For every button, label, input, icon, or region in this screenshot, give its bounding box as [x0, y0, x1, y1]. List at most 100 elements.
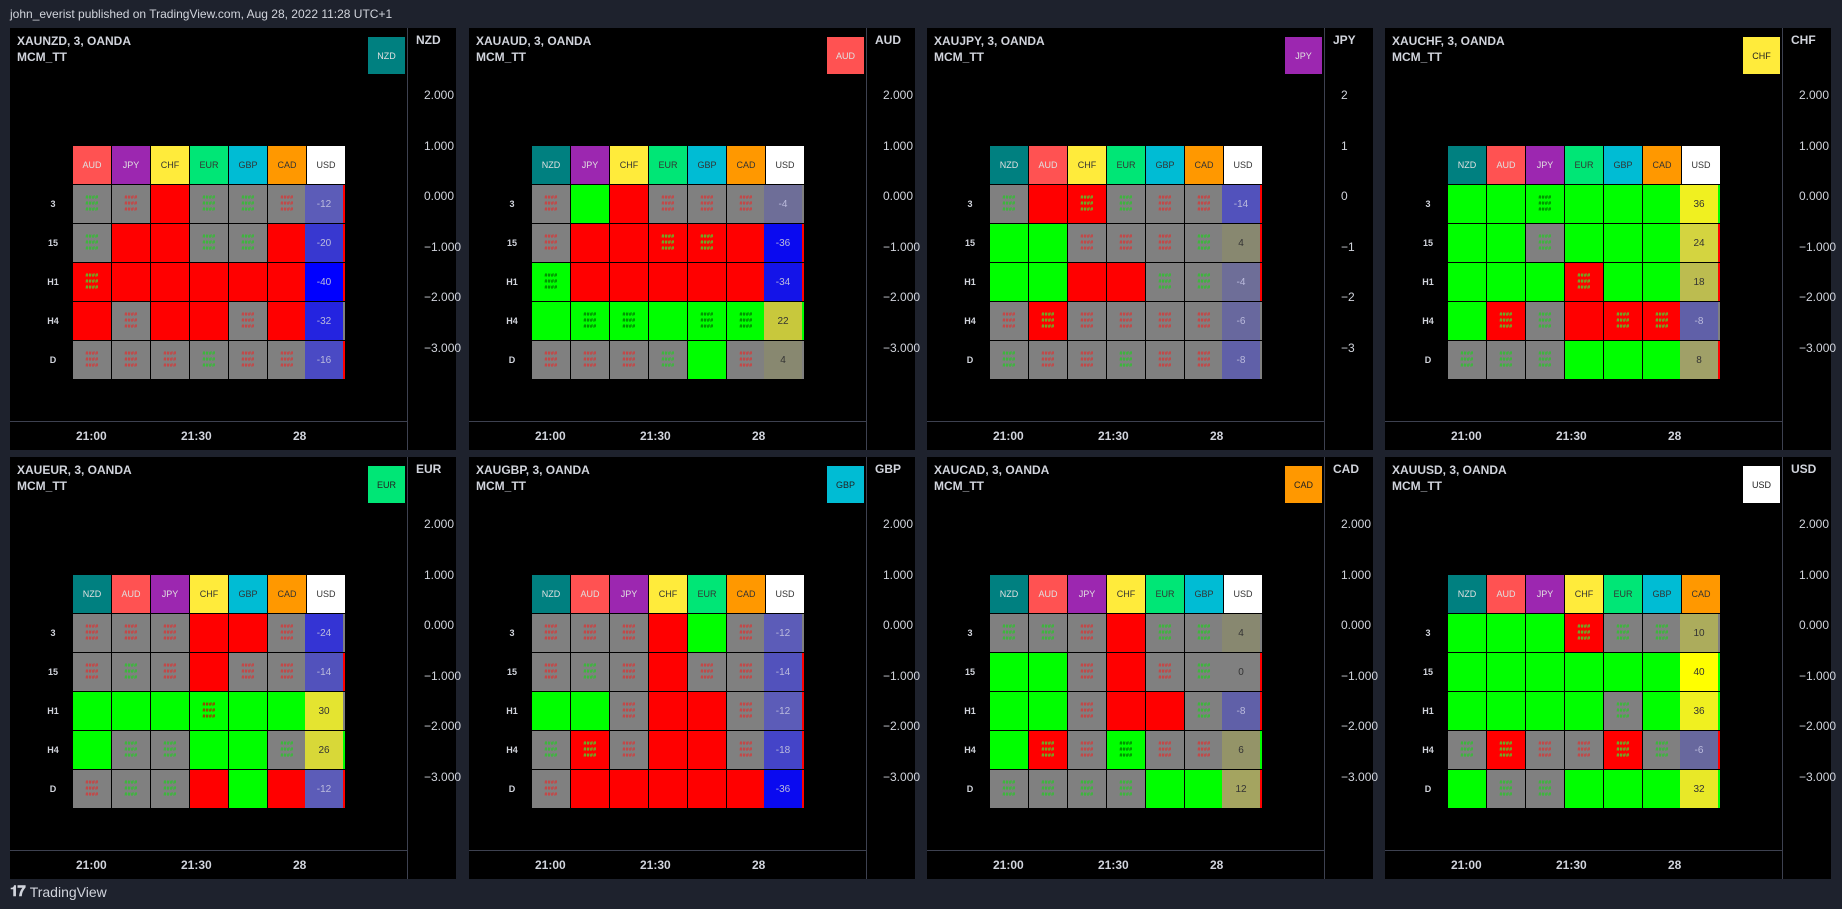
scale-tick: 2.000 — [1341, 517, 1372, 531]
time-axis[interactable]: 21:00 21:30 28 — [10, 850, 407, 880]
chart-panel-nzd[interactable]: XAUNZD, 3, OANDA MCM_TT NZD AUD JPY CHF EUR GBP… — [10, 28, 461, 451]
heat-cell — [1487, 692, 1525, 730]
heat-cell — [1448, 614, 1486, 652]
signal-marks: #### #### #### — [583, 312, 597, 330]
chart-title: XAUNZD, 3, OANDA MCM_TT — [17, 33, 131, 65]
chart-panel-chf[interactable]: XAUCHF, 3, OANDA MCM_TT CHF NZD AUD JPY EUR GBP… — [1385, 28, 1836, 451]
signal-marks: #### #### #### — [202, 234, 216, 252]
plot-area[interactable]: XAUUSD, 3, OANDA MCM_TT USD NZD AUD JPY CHF EUR… — [1385, 457, 1782, 850]
time-label: 21:00 — [1451, 429, 1482, 443]
chart-panel-gbp[interactable]: XAUGBP, 3, OANDA MCM_TT GBP NZD AUD JPY CHF EUR… — [469, 457, 920, 880]
heat-cell: #### #### #### — [610, 692, 648, 730]
time-axis[interactable]: 21:00 21:30 28 — [927, 850, 1324, 880]
column-header-aud: AUD — [112, 575, 150, 613]
signal-marks: #### #### #### — [583, 351, 597, 369]
chart-panel-jpy[interactable]: XAUJPY, 3, OANDA MCM_TT JPY NZD AUD CHF EUR GBP… — [927, 28, 1373, 450]
scale-tick: 2.000 — [1799, 517, 1830, 531]
heat-cell — [1526, 692, 1564, 730]
row-label: D — [1424, 784, 1432, 794]
currency-legend-box: USD — [1743, 466, 1780, 503]
signal-marks: #### #### #### — [622, 312, 636, 330]
column-header-jpy: JPY — [151, 575, 189, 613]
time-label: 28 — [752, 858, 766, 872]
heat-cell: #### #### #### — [1146, 263, 1184, 301]
chart-title: XAUGBP, 3, OANDA MCM_TT — [476, 462, 590, 494]
scale-tick: −3.000 — [1799, 340, 1837, 355]
price-scale[interactable]: JPY 2 1 0 −1 −2 −3 — [1324, 28, 1374, 450]
chart-panel-usd[interactable]: XAUUSD, 3, OANDA MCM_TT USD NZD AUD JPY CHF EUR… — [1385, 457, 1836, 880]
currency-strength-grid: NZD AUD JPY CHF EUR GBP USD 3 #### #### #### ####… — [951, 575, 1262, 808]
strength-value: 36 — [1680, 185, 1718, 223]
study-label: MCM_TT — [17, 50, 67, 64]
column-header-aud: AUD — [1487, 575, 1525, 613]
plot-area[interactable]: XAUGBP, 3, OANDA MCM_TT GBP NZD AUD JPY CHF EUR… — [469, 457, 866, 850]
plot-area[interactable]: XAUEUR, 3, OANDA MCM_TT EUR NZD AUD JPY CHF GBP… — [10, 457, 407, 850]
chart-panel-cad[interactable]: XAUCAD, 3, OANDA MCM_TT CAD NZD AUD JPY CHF EUR… — [927, 457, 1378, 880]
column-header-usd: USD — [307, 146, 345, 184]
plot-area[interactable]: XAUCAD, 3, OANDA MCM_TT CAD NZD AUD JPY CHF EUR… — [927, 457, 1324, 850]
time-axis[interactable]: 21:00 21:30 28 — [10, 421, 407, 451]
row-label: H4 — [47, 745, 59, 755]
heat-cell — [1604, 185, 1642, 223]
chart-panel-aud[interactable]: XAUAUD, 3, OANDA MCM_TT AUD NZD JPY CHF EUR GBP… — [469, 28, 920, 451]
price-scale[interactable]: AUD 2.000 1.000 0.000 −1.000 −2.000 −3.000 — [866, 28, 920, 450]
chart-panel-eur[interactable]: XAUEUR, 3, OANDA MCM_TT EUR NZD AUD JPY CHF GBP… — [10, 457, 461, 880]
plot-area[interactable]: XAUJPY, 3, OANDA MCM_TT JPY NZD AUD CHF EUR GBP… — [927, 28, 1324, 421]
column-header-gbp: GBP — [1146, 146, 1184, 184]
signal-marks: #### #### #### — [1460, 351, 1474, 369]
plot-area[interactable]: XAUCHF, 3, OANDA MCM_TT CHF NZD AUD JPY EUR GBP… — [1385, 28, 1782, 421]
signal-marks: #### #### #### — [163, 351, 177, 369]
heat-cell — [571, 185, 609, 223]
signal-marks: #### #### #### — [622, 663, 636, 681]
price-scale[interactable]: EUR 2.000 1.000 0.000 −1.000 −2.000 −3.000 — [407, 457, 461, 879]
scale-tick: −2.000 — [1799, 719, 1837, 733]
heat-cell: #### #### #### — [532, 263, 570, 301]
heat-cell: #### #### #### — [73, 185, 111, 223]
signal-marks: #### #### #### — [1577, 273, 1591, 291]
signal-marks: #### #### #### — [544, 663, 558, 681]
plot-area[interactable]: XAUAUD, 3, OANDA MCM_TT AUD NZD JPY CHF EUR GBP… — [469, 28, 866, 421]
time-axis[interactable]: 21:00 21:30 28 — [469, 850, 866, 880]
signal-marks: #### #### #### — [1577, 741, 1591, 759]
heat-cell: #### #### #### — [1185, 263, 1223, 301]
price-scale[interactable]: CHF 2.000 1.000 0.000 −1.000 −2.000 −3.000 — [1782, 28, 1836, 450]
footer-brand[interactable]: TradingView — [29, 883, 107, 900]
heat-cell — [190, 302, 228, 340]
heat-cell: #### #### #### — [1526, 224, 1564, 262]
time-axis[interactable]: 21:00 21:30 28 — [927, 421, 1324, 451]
scale-currency-label: CAD — [1333, 462, 1359, 476]
signal-marks: #### #### #### — [202, 351, 216, 369]
heat-cell: #### #### #### — [532, 731, 570, 769]
price-scale[interactable]: USD 2.000 1.000 0.000 −1.000 −2.000 −3.000 — [1782, 457, 1836, 879]
heat-cell: #### #### #### — [73, 614, 111, 652]
time-axis[interactable]: 21:00 21:30 28 — [1385, 421, 1782, 451]
heat-cell: #### #### #### — [1487, 341, 1525, 379]
heat-cell: #### #### #### — [1029, 302, 1067, 340]
price-scale[interactable]: CAD 2.000 1.000 0.000 −1.000 −2.000 −3.000 — [1324, 457, 1378, 879]
strength-value: -6 — [1222, 302, 1260, 340]
row-label: 15 — [964, 667, 975, 677]
heat-cell — [649, 731, 687, 769]
heat-cell: #### #### #### — [571, 653, 609, 691]
plot-area[interactable]: XAUNZD, 3, OANDA MCM_TT NZD AUD JPY CHF EUR GBP… — [10, 28, 407, 421]
signal-marks: #### #### #### — [1080, 195, 1094, 213]
price-scale[interactable]: NZD 2.000 1.000 0.000 −1.000 −2.000 −3.000 — [407, 28, 461, 450]
heat-cell — [688, 692, 726, 730]
tradingview-logo-icon[interactable]: 𝟏𝟕 — [10, 883, 26, 900]
scale-tick: 1.000 — [1799, 138, 1830, 153]
time-axis[interactable]: 21:00 21:30 28 — [1385, 850, 1782, 880]
column-header-nzd: NZD — [532, 146, 570, 184]
heat-cell — [649, 614, 687, 652]
heat-cell: #### #### #### — [532, 614, 570, 652]
heat-cell — [1029, 185, 1067, 223]
row-label: H4 — [964, 745, 976, 755]
signal-marks: #### #### #### — [241, 234, 255, 252]
heat-cell — [1643, 224, 1681, 262]
heat-cell — [1565, 302, 1603, 340]
time-axis[interactable]: 21:00 21:30 28 — [469, 421, 866, 451]
price-scale[interactable]: GBP 2.000 1.000 0.000 −1.000 −2.000 −3.000 — [866, 457, 920, 879]
signal-marks: #### #### #### — [739, 312, 753, 330]
chart-title: XAUCAD, 3, OANDA MCM_TT — [934, 462, 1049, 494]
heat-cell: #### #### #### — [268, 731, 306, 769]
heat-cell — [1565, 653, 1603, 691]
